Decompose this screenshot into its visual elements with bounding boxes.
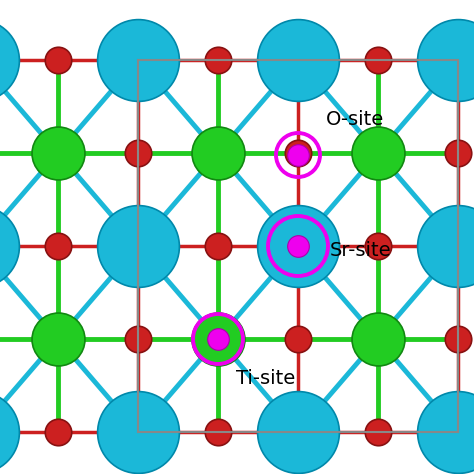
Point	[374, 335, 382, 343]
Point	[214, 335, 222, 343]
Point	[294, 242, 302, 250]
Point	[294, 242, 302, 250]
Point	[54, 242, 62, 250]
Point	[294, 335, 302, 343]
Text: Ti-site: Ti-site	[236, 369, 295, 388]
Point	[374, 56, 382, 64]
Point	[294, 149, 302, 157]
Point	[374, 242, 382, 250]
Point	[454, 149, 462, 157]
Point	[54, 56, 62, 64]
Point	[54, 335, 62, 343]
Point	[134, 335, 142, 343]
Point	[214, 335, 222, 343]
Point	[454, 335, 462, 343]
Text: Sr-site: Sr-site	[330, 241, 392, 261]
Point	[294, 151, 302, 159]
Bar	[138, 60, 458, 432]
Point	[374, 149, 382, 157]
Point	[214, 428, 222, 436]
Point	[454, 428, 462, 436]
Point	[214, 242, 222, 250]
Point	[54, 149, 62, 157]
Point	[54, 428, 62, 436]
Point	[454, 56, 462, 64]
Point	[454, 242, 462, 250]
Point	[294, 56, 302, 64]
Point	[134, 56, 142, 64]
Point	[294, 428, 302, 436]
Text: (b): (b)	[271, 28, 317, 56]
Point	[214, 56, 222, 64]
Point	[134, 428, 142, 436]
Point	[134, 149, 142, 157]
Point	[134, 242, 142, 250]
Point	[214, 149, 222, 157]
Text: O-site: O-site	[326, 110, 384, 129]
Point	[374, 428, 382, 436]
